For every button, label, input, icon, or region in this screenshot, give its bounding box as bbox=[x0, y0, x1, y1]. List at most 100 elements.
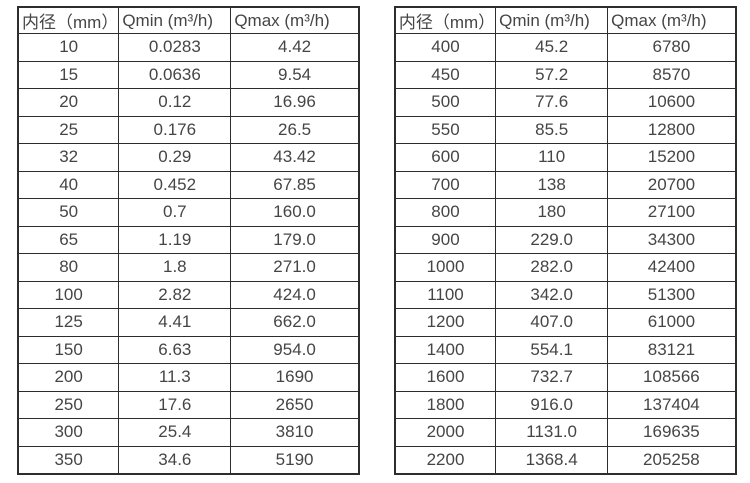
table-row: 500 77.6 10600 bbox=[394, 88, 737, 117]
qmax-cell: 12800 bbox=[607, 115, 737, 144]
diameter-cell: 80 bbox=[17, 253, 120, 282]
diameter-cell: 450 bbox=[394, 60, 497, 89]
qmin-cell: 25.4 bbox=[118, 418, 232, 447]
table-row: 1800 916.0 137404 bbox=[394, 390, 737, 419]
diameter-cell: 1000 bbox=[394, 253, 497, 282]
table-row: 250 17.6 2650 bbox=[17, 390, 360, 419]
table-row: 50 0.7 160.0 bbox=[17, 198, 360, 227]
column-header-qmin: Qmin (m³/h) bbox=[118, 6, 232, 34]
qmin-cell: 0.452 bbox=[118, 170, 232, 199]
qmax-cell: 179.0 bbox=[230, 225, 360, 254]
diameter-cell: 400 bbox=[394, 33, 497, 62]
table-row: 32 0.29 43.42 bbox=[17, 143, 360, 172]
diameter-cell: 200 bbox=[17, 363, 120, 392]
table-row: 600 110 15200 bbox=[394, 143, 737, 172]
qmax-cell: 42400 bbox=[607, 253, 737, 282]
qmax-cell: 954.0 bbox=[230, 335, 360, 364]
table-row: 200 11.3 1690 bbox=[17, 363, 360, 392]
qmax-cell: 205258 bbox=[607, 445, 737, 475]
qmin-cell: 110 bbox=[495, 143, 609, 172]
diameter-cell: 150 bbox=[17, 335, 120, 364]
column-header-qmax: Qmax (m³/h) bbox=[230, 6, 360, 34]
qmin-cell: 0.12 bbox=[118, 88, 232, 117]
column-header-qmax: Qmax (m³/h) bbox=[607, 6, 737, 34]
qmin-cell: 34.6 bbox=[118, 445, 232, 475]
qmax-cell: 61000 bbox=[607, 308, 737, 337]
qmax-cell: 9.54 bbox=[230, 60, 360, 89]
table-row: 20 0.12 16.96 bbox=[17, 88, 360, 117]
column-header-diameter: 内径（mm） bbox=[17, 6, 120, 34]
qmin-cell: 11.3 bbox=[118, 363, 232, 392]
diameter-cell: 250 bbox=[17, 390, 120, 419]
qmin-cell: 180 bbox=[495, 198, 609, 227]
diameter-cell: 50 bbox=[17, 198, 120, 227]
qmax-cell: 137404 bbox=[607, 390, 737, 419]
table-row: 1100 342.0 51300 bbox=[394, 280, 737, 309]
diameter-cell: 800 bbox=[394, 198, 497, 227]
qmax-cell: 10600 bbox=[607, 88, 737, 117]
qmax-cell: 16.96 bbox=[230, 88, 360, 117]
flow-table-small-diameters: 内径（mm） Qmin (m³/h) Qmax (m³/h) 10 0.0283 4.4… bbox=[17, 6, 360, 475]
header-row: 内径（mm） Qmin (m³/h) Qmax (m³/h) bbox=[17, 6, 360, 34]
qmin-cell: 4.41 bbox=[118, 308, 232, 337]
qmin-cell: 85.5 bbox=[495, 115, 609, 144]
table-row: 80 1.8 271.0 bbox=[17, 253, 360, 282]
qmax-cell: 34300 bbox=[607, 225, 737, 254]
qmin-cell: 916.0 bbox=[495, 390, 609, 419]
table-row: 900 229.0 34300 bbox=[394, 225, 737, 254]
qmax-cell: 8570 bbox=[607, 60, 737, 89]
qmax-cell: 108566 bbox=[607, 363, 737, 392]
qmin-cell: 57.2 bbox=[495, 60, 609, 89]
flow-table-large-diameters: 内径（mm） Qmin (m³/h) Qmax (m³/h) 400 45.2 6780… bbox=[393, 6, 737, 475]
column-header-qmin: Qmin (m³/h) bbox=[495, 6, 609, 34]
table-row: 550 85.5 12800 bbox=[394, 115, 737, 144]
table-row: 400 45.2 6780 bbox=[394, 33, 737, 62]
qmin-cell: 77.6 bbox=[495, 88, 609, 117]
diameter-cell: 1100 bbox=[394, 280, 497, 309]
qmax-cell: 6780 bbox=[607, 33, 737, 62]
qmin-cell: 0.29 bbox=[118, 143, 232, 172]
qmin-cell: 1368.4 bbox=[495, 445, 609, 475]
qmax-cell: 43.42 bbox=[230, 143, 360, 172]
table-row: 1600 732.7 108566 bbox=[394, 363, 737, 392]
column-header-diameter: 内径（mm） bbox=[394, 6, 497, 34]
diameter-cell: 300 bbox=[17, 418, 120, 447]
diameter-cell: 900 bbox=[394, 225, 497, 254]
qmax-cell: 5190 bbox=[230, 445, 360, 475]
diameter-cell: 700 bbox=[394, 170, 497, 199]
qmax-cell: 424.0 bbox=[230, 280, 360, 309]
table-row: 2000 1131.0 169635 bbox=[394, 418, 737, 447]
qmax-cell: 26.5 bbox=[230, 115, 360, 144]
qmin-cell: 2.82 bbox=[118, 280, 232, 309]
qmin-cell: 0.0636 bbox=[118, 60, 232, 89]
qmin-cell: 0.7 bbox=[118, 198, 232, 227]
qmin-cell: 342.0 bbox=[495, 280, 609, 309]
table-row: 300 25.4 3810 bbox=[17, 418, 360, 447]
diameter-cell: 550 bbox=[394, 115, 497, 144]
diameter-cell: 125 bbox=[17, 308, 120, 337]
qmax-cell: 160.0 bbox=[230, 198, 360, 227]
diameter-cell: 1600 bbox=[394, 363, 497, 392]
diameter-cell: 1200 bbox=[394, 308, 497, 337]
qmax-cell: 2650 bbox=[230, 390, 360, 419]
qmin-cell: 229.0 bbox=[495, 225, 609, 254]
diameter-cell: 2000 bbox=[394, 418, 497, 447]
diameter-cell: 20 bbox=[17, 88, 120, 117]
qmax-cell: 67.85 bbox=[230, 170, 360, 199]
table-row: 100 2.82 424.0 bbox=[17, 280, 360, 309]
table-row: 2200 1368.4 205258 bbox=[394, 445, 737, 475]
table-row: 450 57.2 8570 bbox=[394, 60, 737, 89]
qmin-cell: 1.8 bbox=[118, 253, 232, 282]
qmax-cell: 27100 bbox=[607, 198, 737, 227]
diameter-cell: 25 bbox=[17, 115, 120, 144]
table-row: 125 4.41 662.0 bbox=[17, 308, 360, 337]
table-row: 25 0.176 26.5 bbox=[17, 115, 360, 144]
diameter-cell: 65 bbox=[17, 225, 120, 254]
qmin-cell: 17.6 bbox=[118, 390, 232, 419]
qmax-cell: 169635 bbox=[607, 418, 737, 447]
diameter-cell: 32 bbox=[17, 143, 120, 172]
qmin-cell: 1.19 bbox=[118, 225, 232, 254]
qmax-cell: 3810 bbox=[230, 418, 360, 447]
table-row: 700 138 20700 bbox=[394, 170, 737, 199]
